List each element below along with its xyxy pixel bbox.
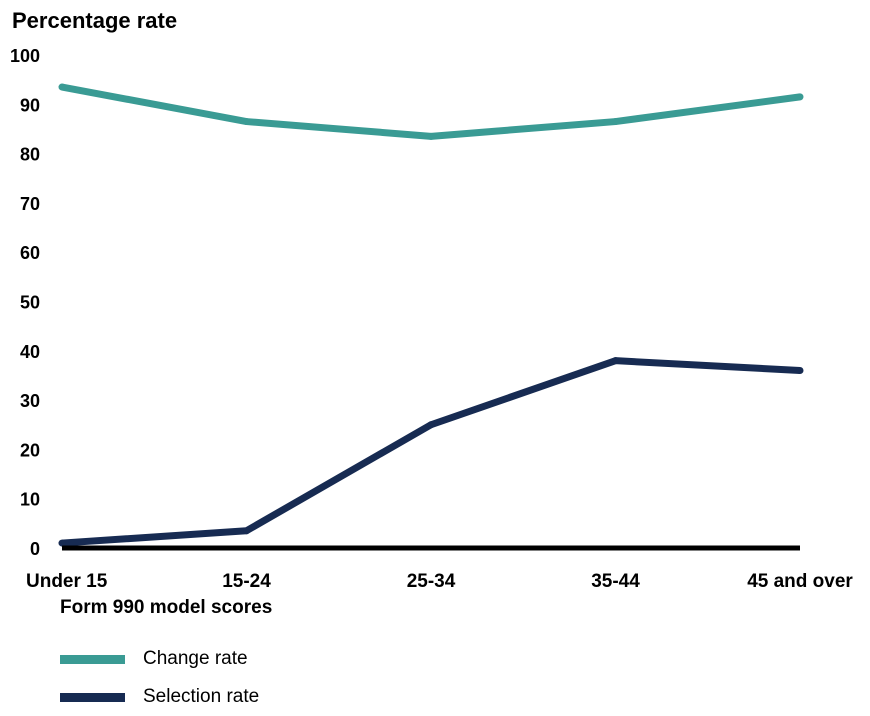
y-tick-label: 40 — [20, 342, 40, 362]
y-tick-label: 60 — [20, 243, 40, 263]
x-tick-label: 15-24 — [222, 571, 271, 592]
legend-item-change-rate: Change rate — [60, 640, 259, 678]
y-tick-label: 10 — [20, 490, 40, 510]
x-tick-label: Under 15 — [26, 571, 108, 592]
data-point — [58, 83, 66, 91]
legend-swatch-change-rate — [60, 654, 125, 664]
y-tick-label: 90 — [20, 95, 40, 115]
data-point — [243, 527, 250, 535]
x-axis-title: Form 990 model scores — [60, 597, 273, 618]
y-tick-label: 0 — [30, 539, 40, 559]
series-line-change-rate — [61, 83, 801, 140]
y-tick-label: 80 — [20, 145, 40, 165]
data-point — [796, 93, 804, 101]
data-point — [427, 132, 435, 140]
y-tick-label: 30 — [20, 391, 40, 411]
data-point — [427, 421, 435, 429]
y-tick-label: 20 — [20, 440, 40, 460]
y-axis-title: Percentage rate — [12, 8, 178, 33]
data-point — [243, 118, 250, 126]
y-tick-label: 50 — [20, 293, 40, 313]
legend-item-selection-rate: Selection rate — [60, 678, 259, 716]
legend-swatch-selection-rate — [60, 692, 125, 702]
legend-label-change-rate: Change rate — [143, 648, 248, 669]
data-point — [612, 118, 619, 126]
data-point — [58, 539, 66, 547]
x-tick-label: 25-34 — [407, 571, 456, 592]
y-tick-label: 70 — [20, 194, 40, 214]
data-point — [612, 357, 619, 365]
x-tick-label: 35-44 — [591, 571, 640, 592]
legend: Change rate Selection rate — [60, 640, 259, 716]
data-point — [796, 367, 804, 375]
y-tick-label: 100 — [10, 46, 40, 66]
x-tick-label: 45 and over — [747, 571, 853, 592]
legend-label-selection-rate: Selection rate — [143, 686, 260, 707]
series-line-selection-rate — [61, 357, 801, 547]
